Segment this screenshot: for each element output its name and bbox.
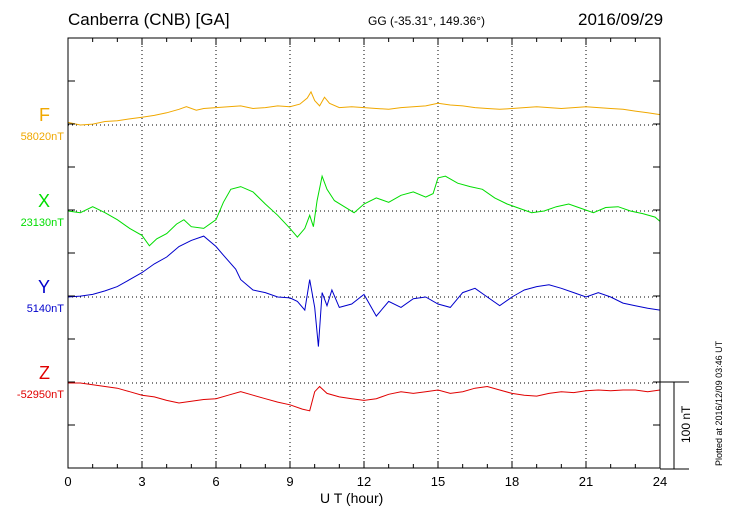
series-line-z bbox=[68, 382, 661, 412]
channel-baseline-label-x: 23130nT bbox=[20, 217, 64, 229]
x-tick-label: 21 bbox=[579, 474, 593, 489]
x-tick-label: 0 bbox=[64, 474, 71, 489]
channel-name-y: Y bbox=[37, 277, 50, 297]
scale-bar-label: 100 nT bbox=[679, 405, 693, 443]
tick-layer: 0 3 6 9 12 15 18 21 24 bbox=[64, 38, 667, 489]
series-line-f bbox=[67, 90, 661, 126]
x-tick-label: 24 bbox=[653, 474, 667, 489]
scale-bar bbox=[660, 381, 689, 470]
x-tick-label: 12 bbox=[357, 474, 371, 489]
series-line-x bbox=[67, 174, 661, 247]
x-tick-label: 3 bbox=[138, 474, 145, 489]
channel-name-z: Z bbox=[39, 363, 50, 383]
x-axis-title: U T (hour) bbox=[320, 490, 384, 506]
coordinates-label: GG (-35.31°, 149.36°) bbox=[368, 14, 485, 28]
channel-name-f: F bbox=[39, 105, 50, 125]
series-layer bbox=[67, 90, 661, 412]
station-title: Canberra (CNB) [GA] bbox=[68, 10, 230, 29]
x-tick-label: 15 bbox=[431, 474, 445, 489]
x-tick-label: 9 bbox=[286, 474, 293, 489]
channel-baseline-label-y: 5140nT bbox=[26, 303, 64, 315]
channel-name-x: X bbox=[37, 191, 50, 211]
channel-baseline-label-z: -52950nT bbox=[16, 389, 64, 401]
x-tick-label: 6 bbox=[212, 474, 219, 489]
channel-baseline-label-f: 58020nT bbox=[20, 131, 64, 143]
date-label: 2016/09/29 bbox=[578, 10, 664, 29]
plotted-note: Plotted at 2016/12/09 03:46 UT bbox=[714, 340, 724, 466]
x-tick-label: 18 bbox=[505, 474, 519, 489]
series-line-y bbox=[67, 235, 661, 347]
grid-layer bbox=[68, 38, 660, 468]
